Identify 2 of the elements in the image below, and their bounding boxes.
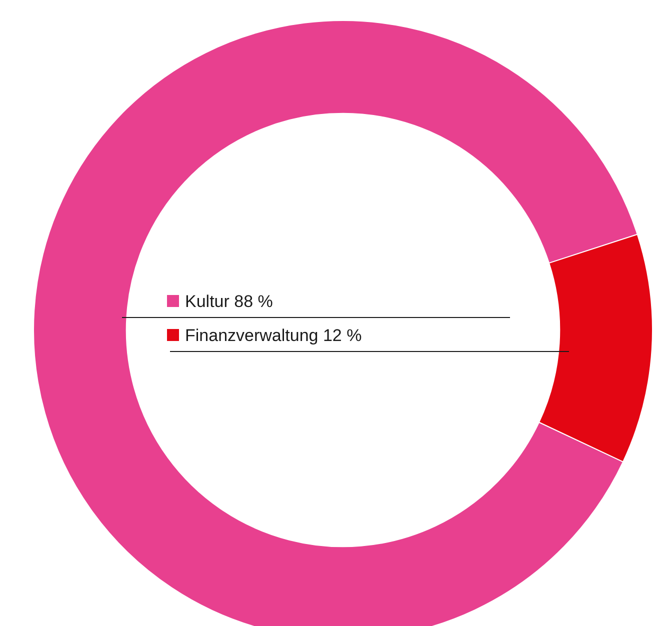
legend-label: Kultur 88 % — [185, 292, 273, 311]
legend-label: Finanzverwaltung 12 % — [185, 326, 362, 345]
